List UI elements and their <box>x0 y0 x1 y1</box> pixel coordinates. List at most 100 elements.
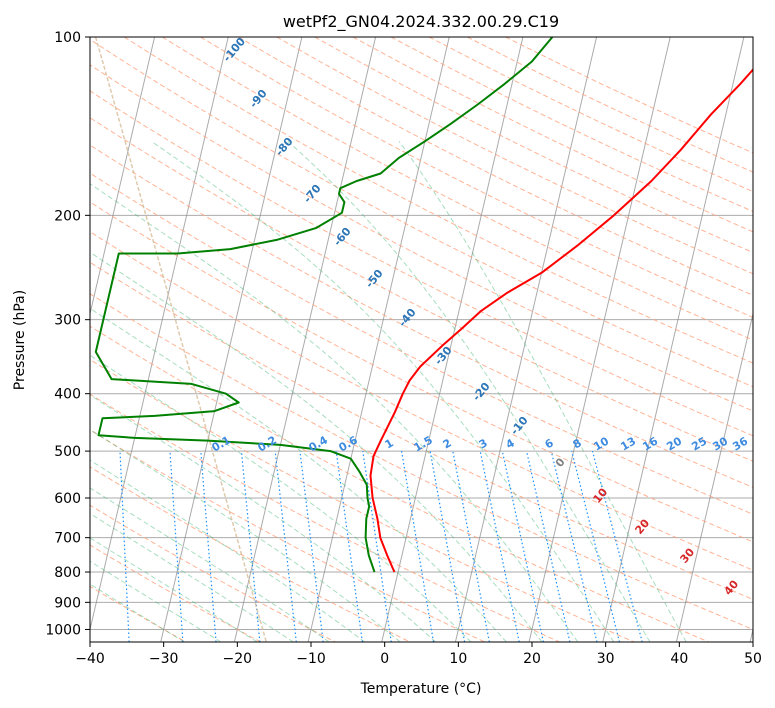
mixing-ratio-line <box>429 450 466 642</box>
mixing-ratio-line <box>362 451 392 642</box>
mixing-ratio-label: 25 <box>689 435 709 454</box>
dry-adiabat-line <box>467 37 753 173</box>
moist-adiabat-line <box>90 537 258 642</box>
isotherm-gridline <box>528 37 671 642</box>
axis-ticks: −40 −30 −20 −10 0 10 20 30 40 5010020030040050060… <box>45 30 762 667</box>
mixing-ratio-line <box>169 451 184 642</box>
dry-adiabat-label: -70 <box>301 182 324 206</box>
y-tick-label: 400 <box>54 387 81 403</box>
y-tick-label: 500 <box>54 444 81 460</box>
temperature-profile <box>369 68 753 573</box>
moist-adiabat-line <box>287 140 651 642</box>
dry-adiabat-line <box>90 261 753 600</box>
y-axis-label: Pressure (hPa) <box>12 290 28 390</box>
dry-adiabat-line <box>90 393 560 642</box>
dry-adiabat-line <box>90 90 753 437</box>
mixing-ratio-line <box>525 450 571 642</box>
dry-adiabat-line <box>90 359 635 642</box>
moist-adiabat-line <box>90 560 222 642</box>
dry-adiabat-label: -30 <box>432 344 455 368</box>
moist-adiabat-line <box>90 354 472 642</box>
moist-adiabat-label: 0 <box>553 455 568 469</box>
dry-adiabat-line <box>90 231 753 571</box>
moist-adiabat-line <box>90 394 436 642</box>
moist-adiabat-line <box>151 140 615 642</box>
isotherm-gridline <box>675 311 753 642</box>
y-tick-label: 1000 <box>45 622 81 638</box>
y-tick-label: 100 <box>54 30 81 46</box>
mixing-ratio-label: 16 <box>640 434 660 453</box>
isotherm-gridline <box>160 37 303 642</box>
mixing-ratio-line <box>591 450 643 642</box>
y-tick-label: 900 <box>54 595 81 611</box>
dry-adiabat-line <box>314 37 753 254</box>
moist-adiabat-line <box>90 487 330 642</box>
isotherm-gridline <box>454 37 598 642</box>
reference-curve <box>94 37 268 642</box>
moist-adiabat-label: 20 <box>632 516 652 536</box>
dry-adiabat-label: -50 <box>363 267 386 291</box>
dry-adiabat-label: -100 <box>220 35 248 65</box>
dry-adiabat-line <box>90 144 753 488</box>
mixing-ratio-label: 3 <box>477 436 490 451</box>
x-tick-label: 40 <box>670 651 688 667</box>
moist-adiabat-line <box>90 583 185 642</box>
mixing-ratio-line <box>335 451 363 642</box>
x-tick-label: 50 <box>744 651 762 667</box>
mixing-ratio-label: 36 <box>730 434 750 453</box>
dry-adiabat-line <box>90 201 753 543</box>
line-labels: -100-90-80-70-60-50-40-30-20-100.1 0.2 0.4… <box>210 35 751 598</box>
dry-adiabat-line <box>90 466 411 642</box>
mixing-ratio-line <box>571 450 621 642</box>
x-axis-label: Temperature (°C) <box>360 681 482 697</box>
mixing-ratio-line <box>479 450 520 642</box>
dry-adiabat-line <box>90 429 485 642</box>
x-tick-label: 0 <box>380 651 389 667</box>
mixing-ratio-label: 1 <box>383 436 396 451</box>
dry-adiabat-line <box>90 544 261 642</box>
mixing-ratio-label: 10 <box>591 434 611 453</box>
moist-adiabat-line <box>90 428 401 642</box>
dry-adiabat-line <box>90 64 753 412</box>
isotherm-gridline <box>602 37 745 642</box>
dewpoint-profile <box>94 37 554 573</box>
mixing-ratio-line <box>501 450 544 642</box>
x-tick-label: 10 <box>449 651 467 667</box>
y-tick-label: 300 <box>54 313 81 329</box>
dry-adiabat-line <box>90 293 753 630</box>
dry-adiabat-line <box>90 325 709 642</box>
dry-adiabat-line <box>352 37 753 233</box>
mixing-ratio-label: 4 <box>504 436 517 451</box>
mixing-ratio-label: 2 <box>441 436 454 451</box>
dry-adiabat-line <box>238 37 753 296</box>
y-tick-label: 700 <box>54 531 81 547</box>
moist-adiabat-line <box>90 183 579 642</box>
moist-adiabat-line <box>90 307 507 642</box>
plot-area <box>90 37 753 642</box>
dry-adiabat-label: -90 <box>247 87 270 111</box>
moist-adiabat-line <box>90 459 365 642</box>
dry-adiabat-line <box>90 172 753 515</box>
x-tick-label: 30 <box>597 651 615 667</box>
dry-adiabat-line <box>90 504 336 642</box>
mixing-ratio-label: 30 <box>710 434 730 453</box>
moist-adiabat-line <box>398 141 687 642</box>
mixing-ratio-line <box>452 450 490 642</box>
mixing-ratio-line <box>401 451 435 642</box>
mixing-ratio-line <box>550 450 598 642</box>
dry-adiabat-line <box>90 585 187 642</box>
y-tick-label: 800 <box>54 565 81 581</box>
isotherm-gridline <box>90 37 156 316</box>
x-tick-label: −20 <box>223 651 253 667</box>
moist-adiabat-line <box>90 512 294 642</box>
dry-adiabat-label: -10 <box>508 414 531 438</box>
y-tick-label: 200 <box>54 208 81 224</box>
x-tick-label: −40 <box>75 651 105 667</box>
x-tick-label: −10 <box>296 651 326 667</box>
dry-adiabat-line <box>123 37 753 364</box>
chart-title: wetPf2_GN04.2024.332.00.29.C19 <box>283 12 559 32</box>
plot-frame <box>89 36 754 643</box>
x-tick-label: 20 <box>523 651 541 667</box>
dry-adiabat-label: -20 <box>470 380 493 404</box>
